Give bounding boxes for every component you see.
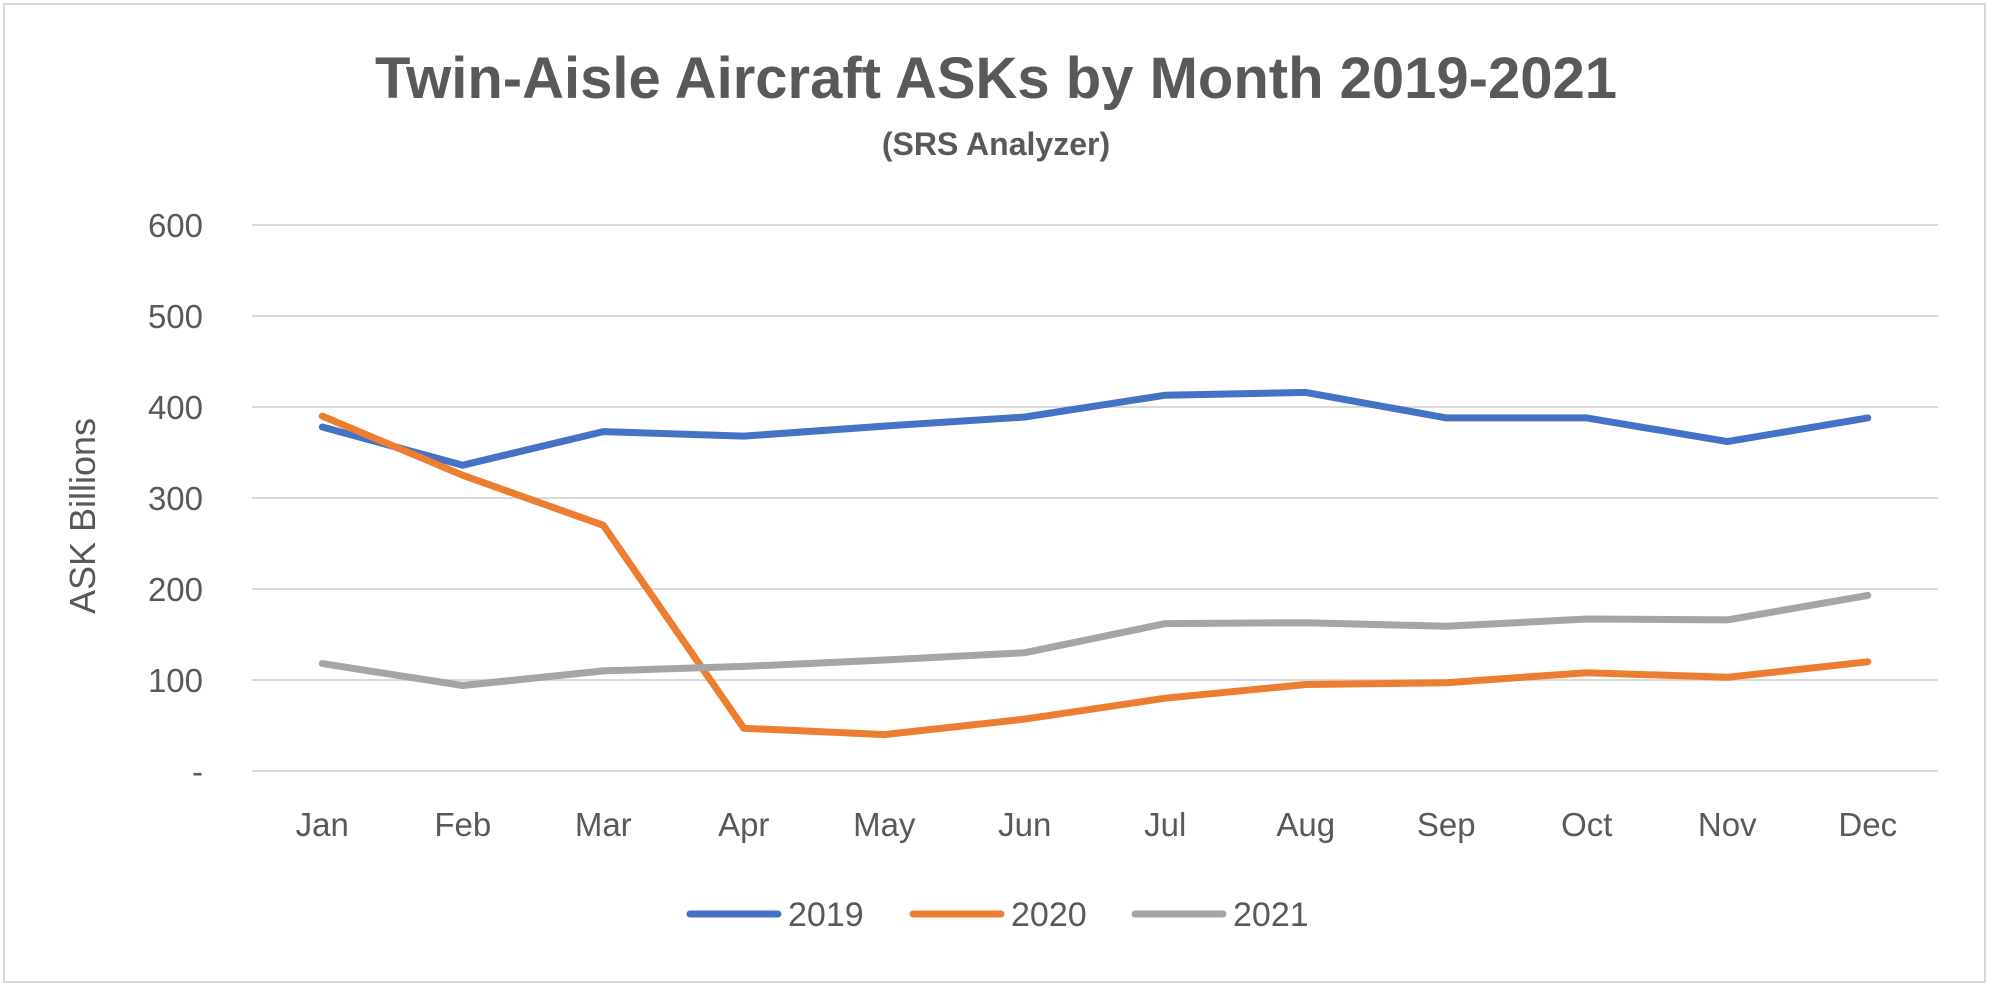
x-tick-label: Feb <box>434 806 491 843</box>
x-tick-label: Dec <box>1838 806 1897 843</box>
y-tick-label: 300 <box>148 480 203 517</box>
x-tick-label: Jun <box>998 806 1051 843</box>
x-tick-label: Sep <box>1417 806 1476 843</box>
x-axis-ticks: Jan Feb Mar Apr May Jun Jul Aug Sep Oct Nov Dec <box>296 806 1897 843</box>
gridlines <box>252 224 1938 772</box>
y-tick-label: 400 <box>148 389 203 426</box>
x-tick-label: Jan <box>296 806 349 843</box>
series-line-2020 <box>318 412 1872 739</box>
chart-frame <box>3 3 1986 983</box>
x-tick-label: Jul <box>1144 806 1186 843</box>
series-line-2021 <box>318 591 1872 689</box>
series-line-2019 <box>318 388 1872 469</box>
legend-label-2020: 2020 <box>1011 896 1087 934</box>
y-tick-label: - <box>192 753 203 790</box>
x-tick-label: May <box>853 806 916 843</box>
x-tick-label: Apr <box>718 806 769 843</box>
y-axis-title: ASK Billions <box>62 418 103 614</box>
series-lines <box>318 388 1872 739</box>
x-tick-label: Oct <box>1561 806 1612 843</box>
y-tick-label: 200 <box>148 571 203 608</box>
x-tick-label: Aug <box>1276 806 1335 843</box>
chart-subtitle: (SRS Analyzer) <box>882 126 1110 162</box>
y-tick-label: 100 <box>148 662 203 699</box>
legend: 2019 2020 2021 <box>686 896 1309 934</box>
chart-title: Twin-Aisle Aircraft ASKs by Month 2019-2… <box>375 46 1617 111</box>
y-tick-label: 500 <box>148 298 203 335</box>
legend-label-2019: 2019 <box>788 896 864 934</box>
y-axis-ticks: - 100 200 300 400 500 600 <box>148 207 203 790</box>
x-tick-label: Mar <box>575 806 632 843</box>
x-tick-label: Nov <box>1698 806 1757 843</box>
legend-label-2021: 2021 <box>1233 896 1309 934</box>
y-tick-label: 600 <box>148 207 203 244</box>
